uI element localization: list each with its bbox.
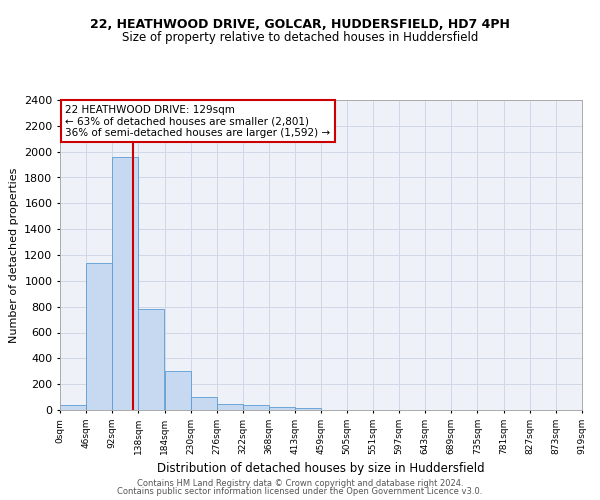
Bar xyxy=(86,262,112,410)
Bar xyxy=(295,408,320,410)
Text: Contains public sector information licensed under the Open Government Licence v3: Contains public sector information licen… xyxy=(118,487,482,496)
Bar xyxy=(243,405,269,410)
Text: 22 HEATHWOOD DRIVE: 129sqm
← 63% of detached houses are smaller (2,801)
36% of s: 22 HEATHWOOD DRIVE: 129sqm ← 63% of deta… xyxy=(65,104,331,138)
Bar xyxy=(112,157,138,410)
Bar xyxy=(164,371,191,410)
Bar xyxy=(60,405,86,410)
Bar xyxy=(269,407,295,410)
Y-axis label: Number of detached properties: Number of detached properties xyxy=(8,168,19,342)
Text: Size of property relative to detached houses in Huddersfield: Size of property relative to detached ho… xyxy=(122,31,478,44)
X-axis label: Distribution of detached houses by size in Huddersfield: Distribution of detached houses by size … xyxy=(157,462,485,475)
Text: 22, HEATHWOOD DRIVE, GOLCAR, HUDDERSFIELD, HD7 4PH: 22, HEATHWOOD DRIVE, GOLCAR, HUDDERSFIEL… xyxy=(90,18,510,30)
Text: Contains HM Land Registry data © Crown copyright and database right 2024.: Contains HM Land Registry data © Crown c… xyxy=(137,478,463,488)
Bar xyxy=(191,397,217,410)
Bar xyxy=(139,309,164,410)
Bar xyxy=(217,404,243,410)
